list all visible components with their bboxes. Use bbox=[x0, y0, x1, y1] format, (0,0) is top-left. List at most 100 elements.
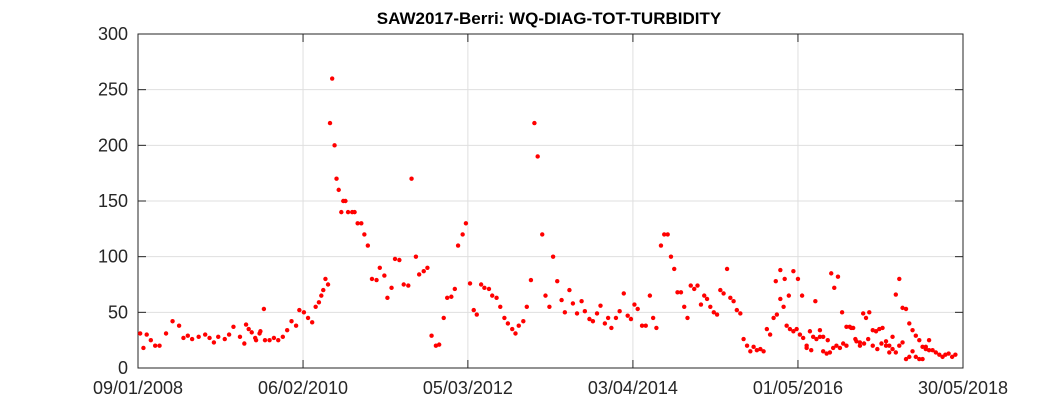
data-point bbox=[799, 293, 805, 298]
data-point bbox=[678, 290, 684, 295]
data-point bbox=[409, 176, 414, 181]
x-axis-tick-labels: 09/01/2008 06/02/2010 05/03/2012 03/04/2014… bbox=[93, 378, 1008, 398]
data-point bbox=[829, 271, 834, 276]
data-point bbox=[579, 299, 584, 304]
data-point bbox=[242, 341, 247, 346]
data-point bbox=[883, 339, 889, 344]
data-point bbox=[397, 257, 402, 263]
data-point bbox=[946, 351, 951, 356]
data-point bbox=[632, 302, 637, 307]
data-point bbox=[301, 310, 307, 315]
data-point bbox=[718, 287, 723, 293]
data-point bbox=[744, 343, 750, 348]
data-point bbox=[654, 325, 659, 331]
y-tick-label: 200 bbox=[98, 135, 128, 155]
data-point bbox=[482, 285, 487, 291]
data-point bbox=[926, 337, 932, 343]
data-point bbox=[547, 304, 552, 309]
data-point bbox=[731, 299, 736, 304]
data-point bbox=[897, 343, 902, 348]
data-point bbox=[738, 311, 743, 316]
data-point bbox=[813, 299, 818, 304]
data-point bbox=[137, 331, 143, 336]
data-point bbox=[827, 350, 833, 355]
data-point bbox=[425, 265, 430, 270]
data-point bbox=[920, 356, 925, 362]
data-point bbox=[237, 334, 243, 340]
data-point bbox=[352, 209, 357, 215]
data-point bbox=[795, 276, 801, 282]
y-tick-label: 150 bbox=[98, 191, 128, 211]
data-point bbox=[814, 336, 819, 342]
data-point bbox=[887, 343, 892, 348]
data-point bbox=[791, 268, 796, 274]
data-point bbox=[574, 311, 580, 316]
data-point bbox=[724, 266, 730, 272]
data-point bbox=[332, 143, 337, 148]
data-point bbox=[695, 283, 700, 288]
data-point bbox=[787, 326, 793, 332]
data-point bbox=[635, 306, 640, 312]
data-point bbox=[196, 334, 201, 340]
data-point bbox=[887, 350, 892, 355]
data-point bbox=[853, 336, 858, 342]
data-point bbox=[782, 276, 787, 282]
data-point bbox=[711, 310, 716, 315]
data-point bbox=[897, 276, 902, 282]
data-point bbox=[449, 294, 454, 299]
data-point bbox=[189, 336, 195, 342]
data-point bbox=[243, 322, 249, 327]
data-point bbox=[401, 282, 406, 287]
data-point bbox=[873, 329, 879, 334]
data-point bbox=[791, 329, 796, 334]
data-point bbox=[930, 347, 935, 353]
data-point bbox=[903, 356, 909, 362]
data-point bbox=[334, 176, 339, 181]
data-point bbox=[639, 323, 645, 328]
data-point bbox=[953, 352, 958, 357]
data-point bbox=[441, 315, 446, 321]
data-point bbox=[562, 310, 568, 315]
x-tick-label: 03/04/2014 bbox=[588, 378, 678, 398]
data-point bbox=[920, 344, 925, 350]
data-point bbox=[937, 352, 942, 357]
data-point bbox=[754, 347, 760, 353]
data-point bbox=[316, 300, 322, 305]
data-point bbox=[528, 277, 534, 283]
data-point bbox=[297, 307, 302, 313]
data-point bbox=[883, 343, 889, 348]
data-point bbox=[144, 332, 149, 337]
data-point bbox=[369, 276, 375, 282]
data-point bbox=[832, 285, 837, 291]
data-point bbox=[721, 291, 726, 296]
data-point bbox=[844, 343, 849, 348]
data-point bbox=[863, 315, 869, 321]
x-tick-label: 09/01/2008 bbox=[93, 378, 183, 398]
data-point bbox=[280, 334, 286, 340]
data-point bbox=[834, 343, 839, 348]
data-point bbox=[362, 232, 367, 237]
data-point bbox=[463, 221, 469, 226]
data-point bbox=[949, 354, 955, 360]
data-point bbox=[543, 293, 548, 298]
data-point bbox=[359, 221, 364, 226]
data-point bbox=[751, 344, 756, 350]
data-point bbox=[879, 341, 884, 346]
data-point bbox=[844, 324, 849, 330]
data-point bbox=[692, 286, 697, 292]
data-point bbox=[148, 337, 154, 343]
data-point bbox=[587, 316, 592, 322]
data-point bbox=[907, 354, 912, 360]
x-tick-label: 30/05/2018 bbox=[918, 378, 1008, 398]
data-point bbox=[211, 340, 217, 345]
data-point bbox=[685, 315, 690, 321]
data-point bbox=[688, 283, 693, 288]
data-point bbox=[246, 326, 251, 332]
data-point bbox=[570, 301, 576, 306]
data-point bbox=[800, 335, 806, 341]
data-point bbox=[567, 287, 572, 293]
data-point bbox=[817, 334, 823, 340]
data-point bbox=[590, 319, 596, 324]
data-point bbox=[207, 335, 212, 341]
